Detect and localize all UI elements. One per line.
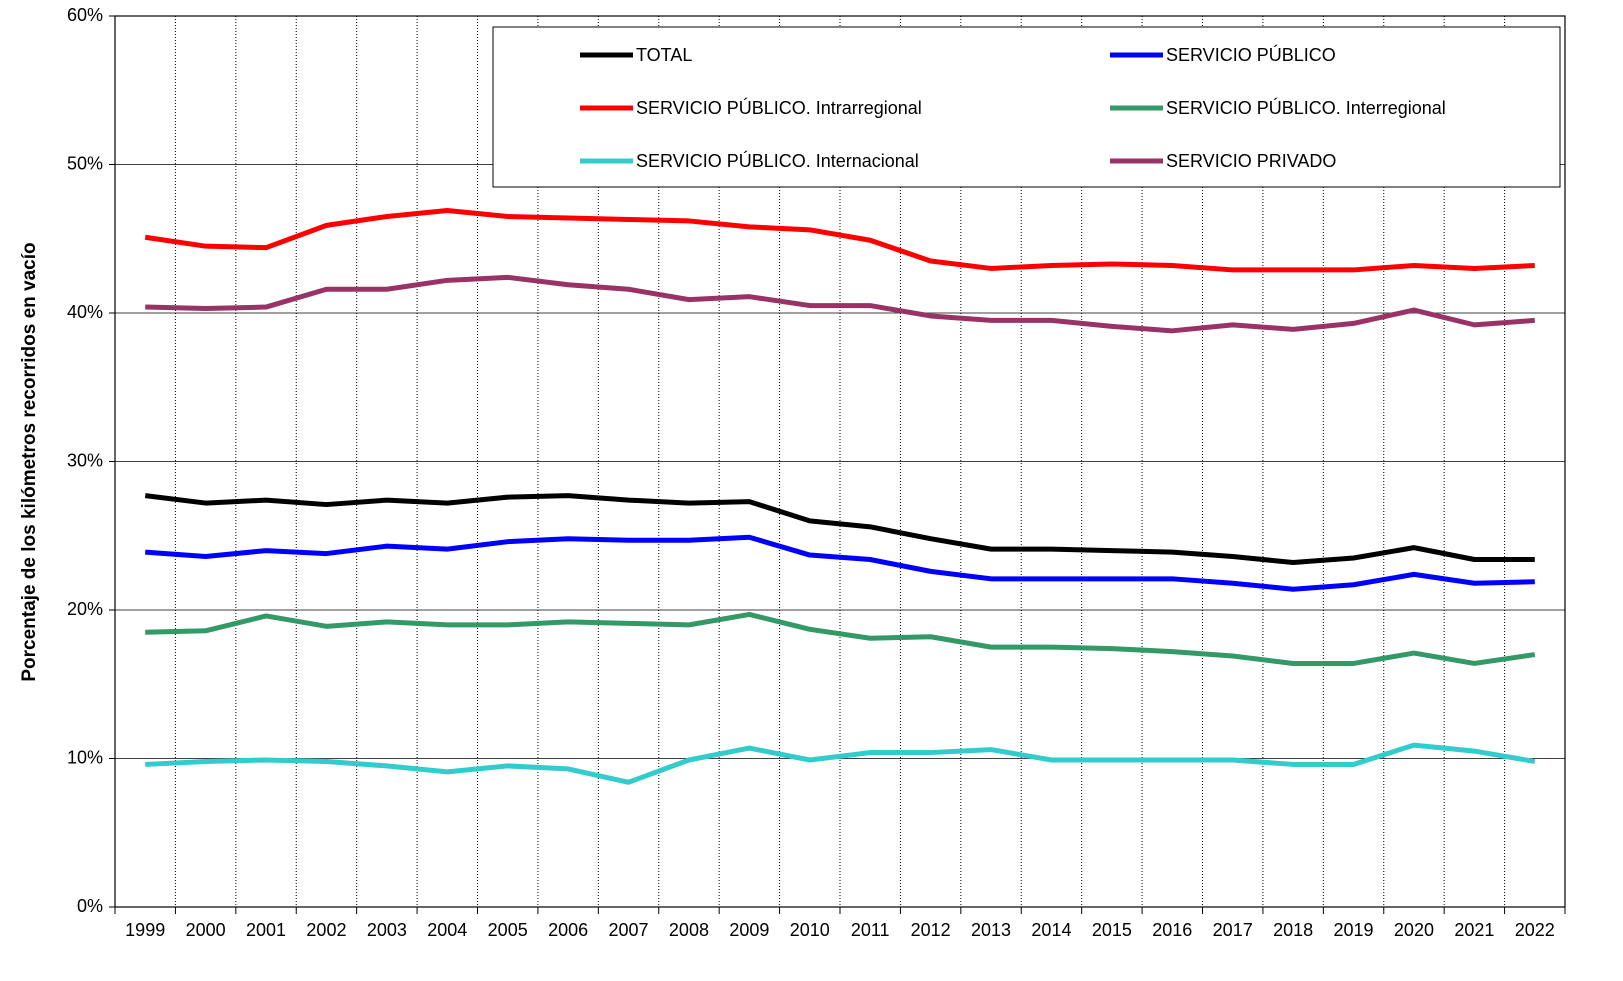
- x-tick-label: 1999: [125, 920, 165, 940]
- x-tick-label: 2012: [911, 920, 951, 940]
- legend-label: SERVICIO PÚBLICO. Intrarregional: [636, 97, 922, 118]
- y-tick-label: 20%: [67, 599, 103, 619]
- series-line: [145, 534, 1535, 592]
- x-tick-label: 2011: [851, 920, 890, 940]
- x-tick-label: 2001: [246, 920, 286, 940]
- y-tick-label: 40%: [67, 302, 103, 322]
- x-tick-label: 2020: [1394, 920, 1434, 940]
- legend-label: TOTAL: [636, 45, 692, 65]
- legend-label: SERVICIO PRIVADO: [1166, 151, 1336, 171]
- legend-label: SERVICIO PÚBLICO: [1166, 44, 1336, 65]
- y-tick-label: 10%: [67, 747, 103, 767]
- legend-label: SERVICIO PÚBLICO. Interregional: [1166, 97, 1446, 118]
- x-tick-label: 2009: [729, 920, 769, 940]
- x-tick-label: 2002: [306, 920, 346, 940]
- x-tick-label: 2019: [1334, 920, 1374, 940]
- series-line: [144, 208, 1535, 273]
- x-tick-label: 2013: [971, 920, 1011, 940]
- x-tick-label: 2004: [427, 920, 467, 940]
- series-line: [145, 742, 1536, 785]
- y-tick-label: 0%: [77, 896, 103, 916]
- series-line: [145, 274, 1535, 334]
- x-tick-label: 2003: [367, 920, 407, 940]
- plot-frame: [114, 15, 1566, 908]
- x-tick-label: 2008: [669, 920, 709, 940]
- x-tick-label: 2022: [1515, 920, 1555, 940]
- x-tick-label: 2010: [790, 920, 830, 940]
- x-tick-label: 2016: [1152, 920, 1192, 940]
- x-tick-label: 2021: [1454, 920, 1494, 940]
- series-line: [144, 493, 1535, 565]
- y-tick-label: 30%: [67, 450, 103, 470]
- y-axis-title: Porcentaje de los kilómetros recorridos …: [19, 242, 40, 681]
- legend-box: [492, 26, 1561, 188]
- x-tick-label: 2000: [186, 920, 226, 940]
- x-tick-label: 2007: [609, 920, 649, 940]
- x-tick-label: 2018: [1273, 920, 1313, 940]
- x-tick-label: 2015: [1092, 920, 1132, 940]
- x-tick-label: 2014: [1031, 920, 1071, 940]
- x-tick-label: 2006: [548, 920, 588, 940]
- y-tick-label: 60%: [67, 5, 103, 25]
- y-tick-label: 50%: [67, 153, 103, 173]
- series-line: [145, 611, 1536, 666]
- legend-label: SERVICIO PÚBLICO. Internacional: [636, 150, 919, 171]
- x-tick-label: 2017: [1213, 920, 1253, 940]
- x-tick-label: 2005: [488, 920, 528, 940]
